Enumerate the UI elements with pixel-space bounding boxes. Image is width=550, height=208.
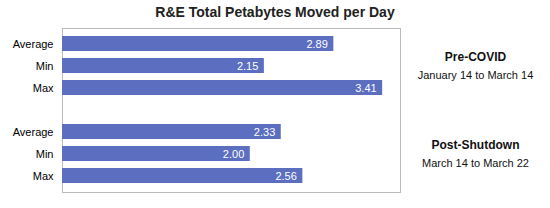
svg-text:Pre-COVID: Pre-COVID bbox=[445, 50, 507, 64]
svg-text:Average: Average bbox=[13, 38, 54, 50]
svg-text:Min: Min bbox=[36, 60, 54, 72]
svg-text:2.15: 2.15 bbox=[237, 60, 258, 72]
svg-text:March 14 to March 22: March 14 to March 22 bbox=[422, 157, 529, 169]
svg-text:2.56: 2.56 bbox=[275, 170, 296, 182]
svg-text:Average: Average bbox=[13, 126, 54, 138]
svg-text:January 14 to March 14: January 14 to March 14 bbox=[418, 69, 534, 81]
svg-text:Max: Max bbox=[33, 82, 54, 94]
svg-text:Post-Shutdown: Post-Shutdown bbox=[432, 138, 520, 152]
html-text:R&E Total Petabytes Moved per: R&E Total Petabytes Moved per Day bbox=[155, 4, 395, 20]
svg-text:3.41: 3.41 bbox=[355, 82, 376, 94]
svg-text:2.89: 2.89 bbox=[306, 38, 327, 50]
svg-text:Min: Min bbox=[36, 148, 54, 160]
svg-text:2.33: 2.33 bbox=[254, 126, 275, 138]
svg-text:2.00: 2.00 bbox=[223, 148, 244, 160]
svg-text:Max: Max bbox=[33, 170, 54, 182]
